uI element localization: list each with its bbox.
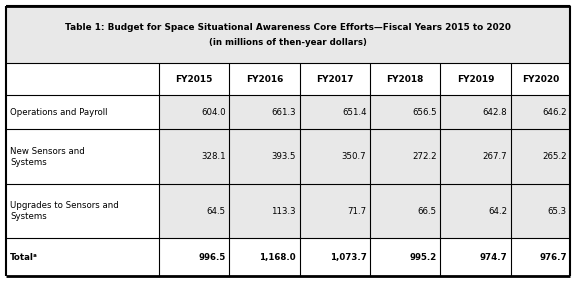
Text: 350.7: 350.7 — [342, 152, 366, 161]
Bar — [6, 129, 159, 184]
Text: 328.1: 328.1 — [201, 152, 226, 161]
Text: 66.5: 66.5 — [418, 207, 437, 216]
Text: 604.0: 604.0 — [201, 108, 226, 117]
Bar — [6, 95, 159, 129]
Text: New Sensors and
Systems: New Sensors and Systems — [10, 147, 85, 167]
Text: 393.5: 393.5 — [272, 152, 296, 161]
Text: Upgrades to Sensors and
Systems: Upgrades to Sensors and Systems — [10, 201, 119, 221]
Text: 1,073.7: 1,073.7 — [329, 253, 366, 262]
Text: 65.3: 65.3 — [548, 207, 567, 216]
Bar — [159, 238, 570, 276]
Text: 656.5: 656.5 — [412, 108, 437, 117]
Text: FY2018: FY2018 — [386, 75, 424, 83]
Text: 996.5: 996.5 — [198, 253, 226, 262]
Text: 976.7: 976.7 — [539, 253, 567, 262]
Text: (in millions of then-year dollars): (in millions of then-year dollars) — [209, 38, 367, 47]
Bar — [6, 6, 570, 63]
Bar — [6, 184, 159, 238]
Text: Totalᵃ: Totalᵃ — [10, 253, 38, 262]
Text: Operations and Payroll: Operations and Payroll — [10, 108, 108, 117]
Text: 646.2: 646.2 — [542, 108, 567, 117]
Text: Table 1: Budget for Space Situational Awareness Core Efforts—Fiscal Years 2015 t: Table 1: Budget for Space Situational Aw… — [65, 23, 511, 32]
Text: 974.7: 974.7 — [480, 253, 507, 262]
Text: 651.4: 651.4 — [342, 108, 366, 117]
Text: 661.3: 661.3 — [271, 108, 296, 117]
Text: FY2015: FY2015 — [175, 75, 213, 83]
Text: 64.5: 64.5 — [207, 207, 226, 216]
Text: 113.3: 113.3 — [271, 207, 296, 216]
Text: 272.2: 272.2 — [412, 152, 437, 161]
Text: 642.8: 642.8 — [483, 108, 507, 117]
Text: 64.2: 64.2 — [488, 207, 507, 216]
Bar — [159, 184, 570, 238]
Bar — [159, 129, 570, 184]
Text: FY2019: FY2019 — [457, 75, 494, 83]
Bar — [6, 63, 570, 95]
Text: 265.2: 265.2 — [542, 152, 567, 161]
Text: 1,168.0: 1,168.0 — [259, 253, 296, 262]
Bar — [6, 238, 159, 276]
Text: 71.7: 71.7 — [347, 207, 366, 216]
Bar — [159, 95, 570, 129]
Text: 995.2: 995.2 — [410, 253, 437, 262]
Text: FY2016: FY2016 — [245, 75, 283, 83]
Text: FY2017: FY2017 — [316, 75, 354, 83]
Text: 267.7: 267.7 — [483, 152, 507, 161]
Text: FY2020: FY2020 — [522, 75, 559, 83]
